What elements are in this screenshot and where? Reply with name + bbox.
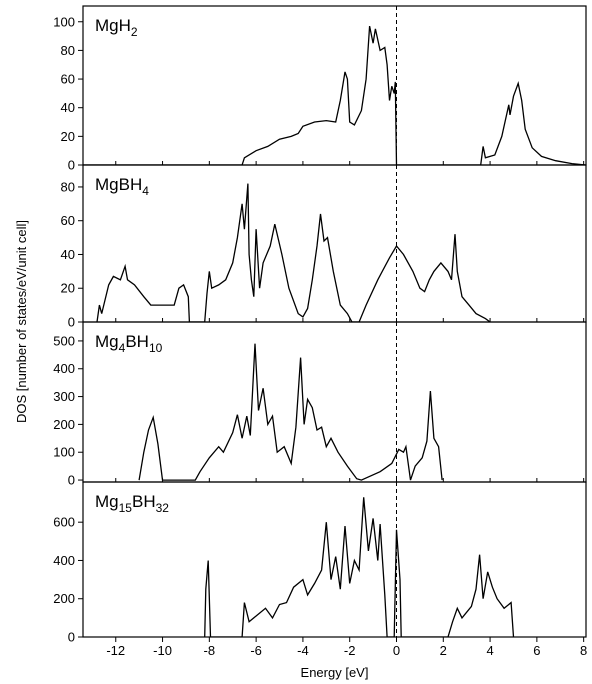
panel-frame (82, 481, 587, 638)
y-tick-label: 400 (53, 553, 75, 568)
panel-title: Mg4BH10 (95, 332, 163, 355)
y-tick-label: 40 (61, 100, 75, 115)
y-tick-label: 0 (68, 158, 75, 173)
panel-frame (82, 164, 587, 323)
plot-area (138, 343, 443, 481)
x-axis-label: Energy [eV] (301, 665, 369, 680)
x-tick-label: -2 (344, 643, 356, 658)
y-tick-label: 0 (68, 630, 75, 645)
x-tick-label: 8 (580, 643, 587, 658)
dos-line (96, 183, 491, 322)
x-tick-label: 0 (393, 643, 400, 658)
panel-title: Mg15BH32 (95, 492, 169, 515)
x-tick-label: -8 (204, 643, 216, 658)
x-tick-label: -6 (250, 643, 262, 658)
y-tick-label: 400 (53, 361, 75, 376)
y-tick-label: 0 (68, 315, 75, 330)
dos-line (138, 343, 443, 481)
y-tick-label: 20 (61, 129, 75, 144)
y-tick-label: 40 (61, 247, 75, 262)
y-tick-label: 600 (53, 515, 75, 530)
plot-area (204, 497, 515, 637)
plot-area (83, 25, 586, 165)
x-tick-label: -10 (153, 643, 172, 658)
dos-line (204, 497, 515, 637)
y-tick-label: 60 (61, 72, 75, 87)
y-tick-label: 20 (61, 281, 75, 296)
y-tick-label: 80 (61, 179, 75, 194)
panel-title: MgH2 (95, 16, 138, 39)
y-tick-label: 0 (68, 473, 75, 488)
panel-frame (82, 5, 587, 166)
y-tick-label: 200 (53, 417, 75, 432)
x-tick-label: 4 (486, 643, 493, 658)
y-tick-label: 60 (61, 213, 75, 228)
panel-title: MgBH4 (95, 175, 149, 198)
y-tick-label: 300 (53, 389, 75, 404)
y-tick-label: 200 (53, 591, 75, 606)
dos-line (83, 25, 586, 165)
y-tick-label: 100 (53, 445, 75, 460)
x-tick-label: 6 (533, 643, 540, 658)
y-tick-label: 500 (53, 333, 75, 348)
y-tick-label: 80 (61, 43, 75, 58)
y-tick-label: 100 (53, 14, 75, 29)
x-tick-label: 2 (440, 643, 447, 658)
plot-area (96, 183, 491, 322)
x-tick-label: -4 (297, 643, 309, 658)
y-axis-label: DOS [number of states/eV/unit cell] (14, 220, 29, 423)
x-tick-label: -12 (106, 643, 125, 658)
